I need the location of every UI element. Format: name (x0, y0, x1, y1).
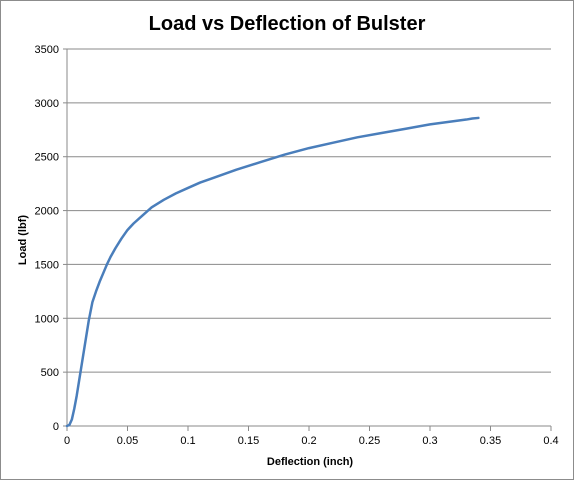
chart-title: Load vs Deflection of Bulster (149, 13, 426, 35)
x-tick-label: 0.1 (180, 435, 195, 447)
x-tick-label: 0.4 (543, 435, 558, 447)
axes (63, 48, 552, 431)
x-tick-label: 0.25 (359, 435, 380, 447)
y-tick-label: 3000 (35, 98, 59, 110)
x-axis-label: Deflection (inch) (267, 456, 354, 468)
x-tick-label: 0 (64, 435, 70, 447)
y-tick-label: 500 (41, 367, 59, 379)
y-tick-label: 1000 (35, 313, 59, 325)
series-line (65, 116, 480, 428)
y-axis-tick-labels: 0 500 1000 1500 2000 2500 3000 3500 (35, 44, 59, 433)
x-tick-label: 0.15 (238, 435, 259, 447)
data-series (65, 116, 480, 428)
y-tick-label: 2500 (35, 152, 59, 164)
y-tick-label: 3500 (35, 44, 59, 56)
x-tick-label: 0.35 (480, 435, 501, 447)
gridlines (67, 48, 551, 373)
x-tick-label: 0.2 (301, 435, 316, 447)
x-tick-label: 0.3 (422, 435, 437, 447)
y-tick-label: 0 (53, 421, 59, 433)
y-axis-label: Load (lbf) (17, 215, 29, 265)
x-axis-tick-labels: 0 0.05 0.1 0.15 0.2 0.25 0.3 0.35 0.4 (64, 435, 559, 447)
y-tick-label: 2000 (35, 206, 59, 218)
x-tick-label: 0.05 (117, 435, 138, 447)
y-tick-label: 1500 (35, 259, 59, 271)
